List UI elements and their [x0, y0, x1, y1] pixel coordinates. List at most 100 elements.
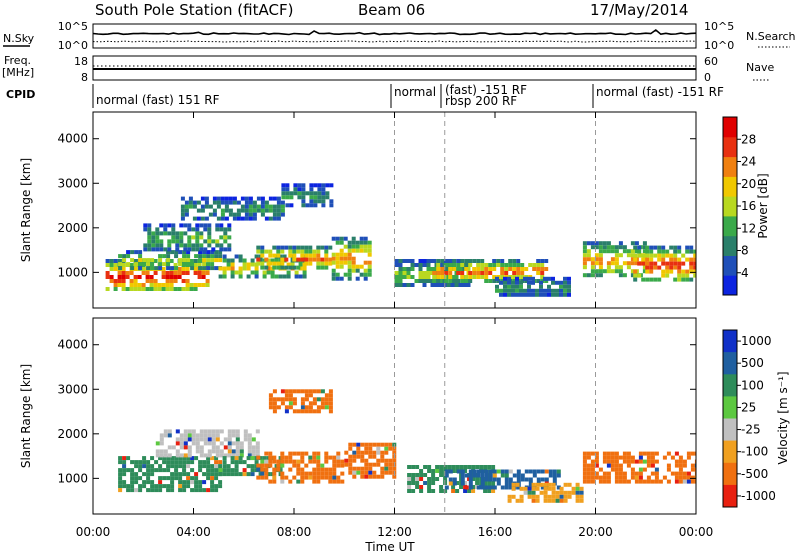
echo-cell: [268, 208, 273, 213]
echo-cell: [285, 183, 290, 188]
echo-cell: [567, 288, 571, 293]
echo-cell: [454, 267, 459, 271]
echo-cell: [228, 208, 233, 213]
echo-cell: [556, 469, 561, 474]
echo-cell: [251, 445, 256, 450]
echo-cell: [288, 479, 293, 484]
echo-cell: [677, 277, 682, 282]
echo-cell: [286, 270, 291, 275]
echo-cell: [484, 485, 489, 490]
echo-cell: [308, 405, 313, 410]
echo-cell: [492, 263, 497, 267]
echo-cell: [384, 446, 389, 451]
echo-cell: [503, 276, 507, 281]
echo-cell: [284, 245, 289, 250]
echo-cell: [218, 468, 223, 473]
echo-cell: [543, 486, 548, 491]
echo-cell: [197, 283, 202, 287]
echo-cell: [177, 287, 182, 291]
echo-cell: [268, 455, 273, 460]
echo-cell: [689, 257, 694, 262]
echo-cell: [214, 258, 219, 263]
echo-cell: [488, 477, 493, 482]
echo-cell: [359, 248, 364, 253]
echo-cell: [185, 271, 190, 275]
echo-cell: [329, 183, 334, 188]
echo-cell: [637, 245, 642, 250]
echo-cell: [431, 489, 436, 493]
echo-cell: [195, 441, 200, 446]
echo-cell: [214, 266, 219, 271]
echo-cell: [344, 458, 349, 463]
echo-cell: [535, 494, 540, 499]
echo-cell: [324, 451, 329, 456]
power-colorbar-tick: 12: [741, 221, 756, 235]
echo-cell: [122, 484, 127, 489]
echo-cell: [264, 265, 269, 270]
nave-tick-top: 60: [704, 55, 718, 68]
echo-cell: [444, 259, 449, 263]
echo-cell: [198, 484, 203, 489]
colorbar-swatch: [723, 117, 737, 138]
echo-cell: [231, 453, 236, 458]
echo-cell: [368, 462, 373, 467]
echo-cell: [143, 247, 148, 252]
echo-cell: [363, 268, 368, 273]
echo-cell: [284, 455, 289, 460]
echo-cell: [606, 241, 611, 246]
echo-cell: [198, 254, 203, 259]
echo-cell: [586, 451, 591, 456]
echo-cell: [571, 490, 576, 495]
echo-cell: [175, 243, 180, 248]
echo-cell: [195, 449, 200, 454]
echo-cell: [535, 498, 540, 503]
echo-cell: [300, 471, 305, 476]
echo-cell: [298, 262, 303, 267]
echo-cell: [230, 274, 235, 279]
echo-cell: [638, 471, 643, 476]
echo-cell: [264, 200, 269, 205]
echo-cell: [254, 274, 259, 279]
echo-cell: [331, 252, 336, 257]
echo-cell: [202, 488, 207, 493]
echo-cell: [520, 275, 525, 279]
echo-cell: [348, 442, 353, 447]
echo-cell: [272, 208, 277, 213]
echo-cell: [155, 453, 160, 458]
echo-cell: [673, 253, 678, 258]
echo-cell: [528, 263, 533, 267]
echo-cell: [268, 253, 273, 258]
echo-cell: [559, 280, 563, 285]
echo-cell: [320, 389, 325, 394]
echo-cell: [230, 468, 235, 473]
echo-cell: [551, 288, 555, 293]
echo-cell: [539, 284, 543, 289]
echo-cell: [301, 199, 306, 204]
echo-cell: [556, 473, 561, 478]
echo-cell: [488, 271, 493, 275]
echo-cell: [388, 458, 393, 463]
echo-cell: [163, 227, 168, 232]
echo-cell: [352, 474, 357, 479]
echo-cell: [500, 271, 505, 275]
echo-cell: [630, 261, 635, 266]
echo-cell: [539, 490, 544, 495]
echo-cell: [444, 469, 449, 474]
echo-cell: [218, 460, 223, 465]
echo-cell: [515, 288, 519, 293]
echo-cell: [590, 467, 595, 472]
echo-cell: [272, 265, 277, 270]
echo-cell: [224, 204, 229, 209]
echo-cell: [535, 292, 539, 297]
echo-cell: [364, 470, 369, 475]
echo-cell: [360, 450, 365, 455]
echo-cell: [352, 466, 357, 471]
echo-cell: [255, 429, 260, 434]
echo-cell: [226, 262, 231, 267]
echo-cell: [298, 266, 303, 271]
echo-cell: [418, 263, 423, 267]
echo-cell: [227, 445, 232, 450]
echo-cell: [210, 266, 215, 271]
echo-cell: [472, 275, 477, 279]
echo-cell: [280, 459, 285, 464]
